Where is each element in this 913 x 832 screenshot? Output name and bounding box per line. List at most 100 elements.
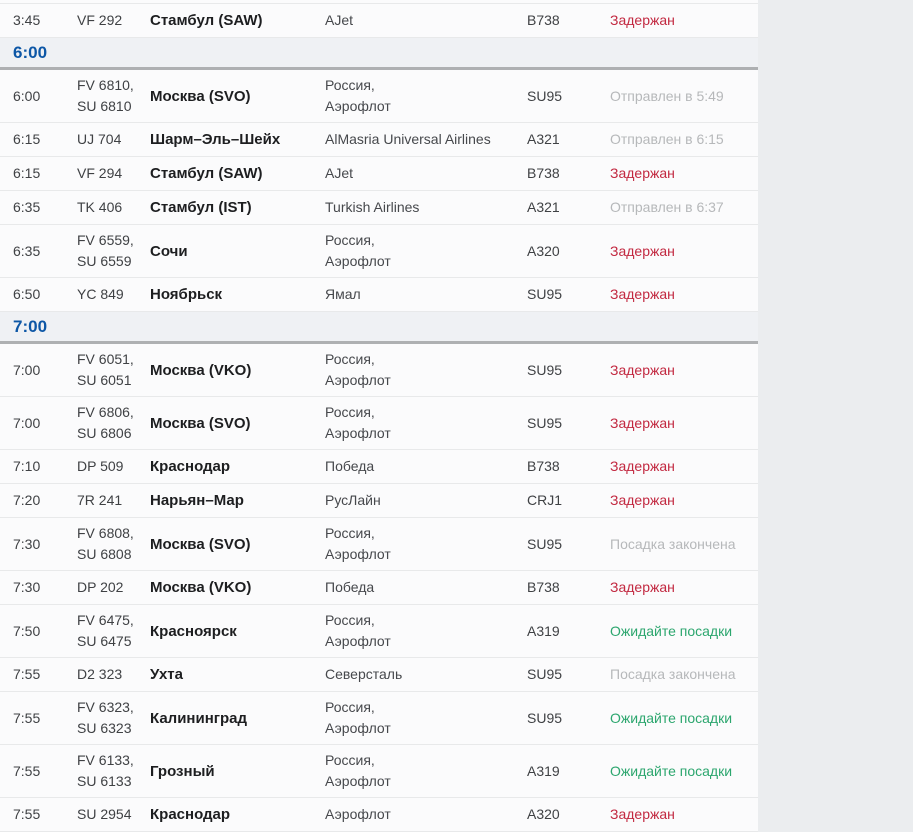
flight-row[interactable]: 7:20 7R 241 Нарьян–Мар РусЛайн CRJ1 Заде… xyxy=(0,484,758,518)
flight-row[interactable]: 7:55 FV 6323, SU 6323 Калининград Россия,… xyxy=(0,692,758,745)
flight-number-line: FV 6810, xyxy=(77,77,134,93)
departure-time-cell: 7:20 xyxy=(13,492,41,508)
aircraft-type-cell: A319 xyxy=(527,762,560,779)
airline-line: Аэрофлот xyxy=(325,425,391,441)
airline-cell: AlMasria Universal Airlines xyxy=(325,129,527,150)
flight-number-line: 7R 241 xyxy=(77,492,123,508)
status-cell: Ожидайте посадки xyxy=(610,762,733,779)
destination-cell: Москва (VKO) xyxy=(150,579,252,596)
flight-number-cell: FV 6475, SU 6475 xyxy=(77,610,150,652)
airline-cell: Победа xyxy=(325,577,527,598)
airline-line: AJet xyxy=(325,12,354,28)
destination-cell: Москва (SVO) xyxy=(150,535,251,553)
airline-cell: Россия, Аэрофлот xyxy=(325,230,527,272)
departure-time-cell: 7:00 xyxy=(13,414,41,431)
aircraft-type-cell: A321 xyxy=(527,131,560,147)
airline-line: Аэрофлот xyxy=(325,633,391,649)
airline-line: Аэрофлот xyxy=(325,546,391,562)
departure-time-cell: 7:55 xyxy=(13,666,41,682)
departure-time-cell: 6:35 xyxy=(13,199,41,215)
airline-cell: Победа xyxy=(325,456,527,477)
airline-cell: Россия, Аэрофлот xyxy=(325,75,527,117)
airline-line: Россия, xyxy=(325,752,375,768)
destination-cell: Москва (SVO) xyxy=(150,87,251,105)
status-cell: Отправлен в 6:37 xyxy=(610,199,724,215)
airline-cell: Россия, Аэрофлот xyxy=(325,349,527,391)
flight-number-line: TK 406 xyxy=(77,199,123,215)
departure-time-cell: 7:30 xyxy=(13,579,41,595)
flight-number-cell: VF 294 xyxy=(77,163,150,184)
status-cell: Ожидайте посадки xyxy=(610,709,733,726)
flight-row[interactable]: 6:15 VF 294 Стамбул (SAW) AJet B738 Заде… xyxy=(0,157,758,191)
flight-number-cell: TK 406 xyxy=(77,197,150,218)
status-cell: Задержан xyxy=(610,242,675,259)
airline-line: Россия, xyxy=(325,351,375,367)
flight-number-cell: FV 6810, SU 6810 xyxy=(77,75,150,117)
flight-row[interactable]: 7:00 FV 6051, SU 6051 Москва (VKO) Россия… xyxy=(0,344,758,397)
departure-time-cell: 7:10 xyxy=(13,458,41,474)
airline-cell: AJet xyxy=(325,163,527,184)
flight-row[interactable]: 7:30 FV 6808, SU 6808 Москва (SVO) Россия… xyxy=(0,518,758,571)
hour-group-label: 7:00 xyxy=(13,316,48,336)
flight-number-cell: FV 6323, SU 6323 xyxy=(77,697,150,739)
status-cell: Ожидайте посадки xyxy=(610,622,733,639)
flight-number-cell: FV 6808, SU 6808 xyxy=(77,523,150,565)
flight-row[interactable]: 7:55 SU 2954 Краснодар Аэрофлот A320 Зад… xyxy=(0,798,758,832)
destination-cell: Сочи xyxy=(150,242,188,260)
flight-row[interactable]: 6:35 TK 406 Стамбул (IST) Turkish Airlin… xyxy=(0,191,758,225)
status-cell: Посадка закончена xyxy=(610,666,736,682)
status-cell: Задержан xyxy=(610,165,675,181)
aircraft-type-cell: A321 xyxy=(527,199,560,215)
flight-number-cell: DP 202 xyxy=(77,577,150,598)
flight-row[interactable]: 7:30 DP 202 Москва (VKO) Победа B738 Зад… xyxy=(0,571,758,605)
airline-line: Россия, xyxy=(325,612,375,628)
airline-line: Победа xyxy=(325,579,375,595)
flight-number-line: VF 292 xyxy=(77,12,123,28)
airline-cell: Россия, Аэрофлот xyxy=(325,610,527,652)
destination-cell: Стамбул (SAW) xyxy=(150,12,263,29)
aircraft-type-cell: B738 xyxy=(527,165,560,181)
status-cell: Задержан xyxy=(610,579,675,595)
flight-number-cell: DP 509 xyxy=(77,456,150,477)
aircraft-type-cell: SU95 xyxy=(527,87,563,104)
airline-line: Россия, xyxy=(325,77,375,93)
flight-row[interactable]: 6:00 FV 6810, SU 6810 Москва (SVO) Россия… xyxy=(0,70,758,123)
airline-line: Аэрофлот xyxy=(325,372,391,388)
status-cell: Посадка закончена xyxy=(610,535,736,552)
partial-row-remnant xyxy=(0,0,758,4)
departure-time-cell: 7:55 xyxy=(13,762,41,779)
flight-number-cell: FV 6806, SU 6806 xyxy=(77,402,150,444)
airline-cell: Ямал xyxy=(325,284,527,305)
destination-cell: Ноябрьск xyxy=(150,286,223,303)
airline-cell: Россия, Аэрофлот xyxy=(325,750,527,792)
airline-line: Россия, xyxy=(325,232,375,248)
destination-cell: Москва (VKO) xyxy=(150,361,252,379)
flight-number-line: SU 6808 xyxy=(77,546,132,562)
flight-number-line: VF 294 xyxy=(77,165,123,181)
flight-row[interactable]: 6:35 FV 6559, SU 6559 Сочи Россия, Аэрофло… xyxy=(0,225,758,278)
status-cell: Отправлен в 6:15 xyxy=(610,131,724,147)
flight-row[interactable]: 6:50 YC 849 Ноябрьск Ямал SU95 Задержан xyxy=(0,278,758,312)
flight-number-line: FV 6051, xyxy=(77,351,134,367)
destination-cell: Красноярск xyxy=(150,622,237,640)
flight-row[interactable]: 6:15 UJ 704 Шарм–Эль–Шейх AlMasria Unive… xyxy=(0,123,758,157)
flight-row[interactable]: 7:50 FV 6475, SU 6475 Красноярск Россия, А… xyxy=(0,605,758,658)
flight-number-cell: D2 323 xyxy=(77,664,150,685)
flight-number-line: UJ 704 xyxy=(77,131,122,147)
departure-time-cell: 3:45 xyxy=(13,12,41,28)
aircraft-type-cell: SU95 xyxy=(527,535,563,552)
flight-number-cell: UJ 704 xyxy=(77,129,150,150)
flight-row[interactable]: 7:00 FV 6806, SU 6806 Москва (SVO) Россия… xyxy=(0,397,758,450)
flight-row[interactable]: 7:10 DP 509 Краснодар Победа B738 Задерж… xyxy=(0,450,758,484)
departure-time-cell: 7:00 xyxy=(13,361,41,378)
flight-row[interactable]: 7:55 D2 323 Ухта Северсталь SU95 Посадка… xyxy=(0,658,758,692)
aircraft-type-cell: B738 xyxy=(527,579,560,595)
aircraft-type-cell: SU95 xyxy=(527,414,563,431)
aircraft-type-cell: SU95 xyxy=(527,709,563,726)
airline-cell: AJet xyxy=(325,10,527,31)
airline-line: Россия, xyxy=(325,525,375,541)
airline-cell: Россия, Аэрофлот xyxy=(325,523,527,565)
flight-row[interactable]: 3:45 VF 292 Стамбул (SAW) AJet B738 Заде… xyxy=(0,4,758,38)
flight-number-cell: 7R 241 xyxy=(77,490,150,511)
flight-row[interactable]: 7:55 FV 6133, SU 6133 Грозный Россия, Аэро… xyxy=(0,745,758,798)
